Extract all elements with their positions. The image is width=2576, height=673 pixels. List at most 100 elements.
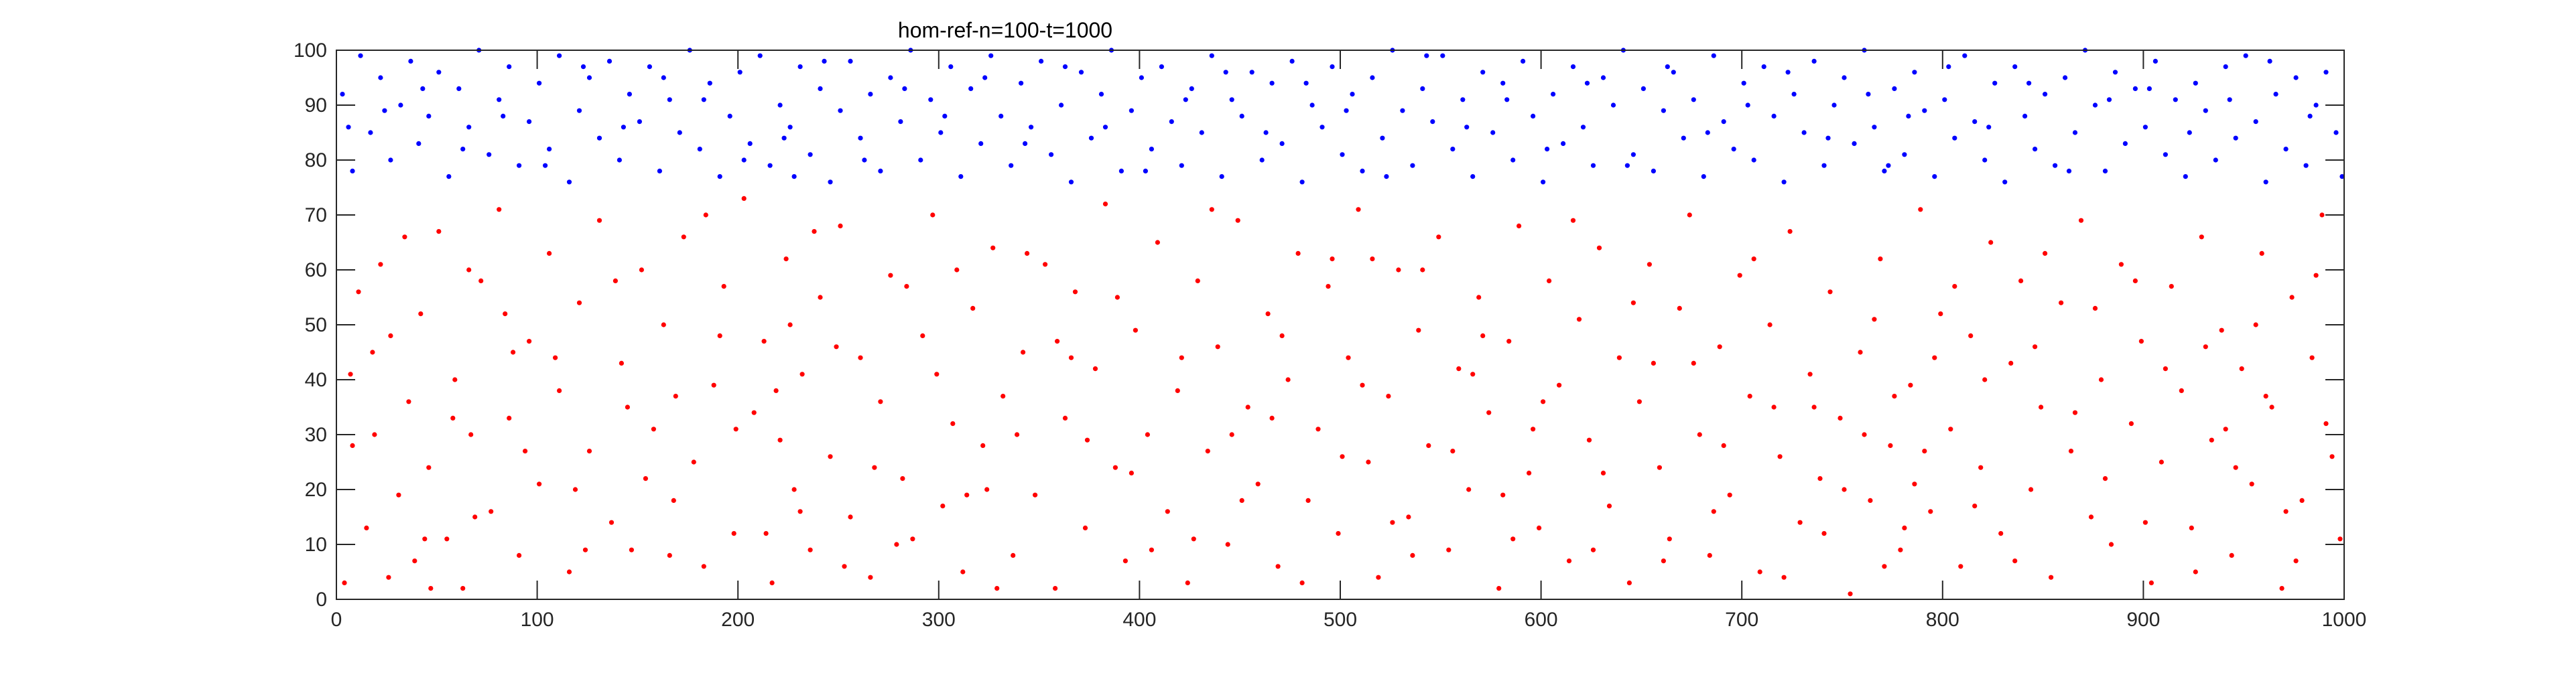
blue-data-point (1380, 135, 1385, 141)
blue-data-point (1209, 53, 1214, 58)
y-tick-label: 70 (305, 204, 327, 226)
red-data-point (799, 372, 805, 377)
blue-data-point (1842, 75, 1847, 80)
blue-data-point (818, 86, 823, 91)
blue-data-point (898, 119, 903, 125)
red-data-point (703, 212, 708, 218)
red-data-point (671, 498, 676, 504)
y-tick-label: 10 (305, 534, 327, 556)
blue-data-point (2307, 113, 2313, 119)
blue-data-point (1771, 113, 1777, 119)
blue-data-point (1902, 152, 1907, 157)
blue-data-point (2183, 174, 2188, 179)
red-data-point (1205, 449, 1210, 454)
red-data-point (1838, 415, 1843, 421)
blue-data-point (838, 108, 843, 113)
red-data-point (1015, 432, 1020, 437)
red-data-point (1606, 504, 1612, 509)
blue-data-point (1922, 108, 1927, 113)
red-data-point (2293, 558, 2299, 564)
blue-data-point (350, 168, 355, 173)
blue-data-point (2092, 102, 2098, 108)
blue-data-point (1541, 179, 1546, 185)
blue-data-point (2033, 147, 2038, 152)
blue-data-point (1825, 135, 1831, 141)
blue-data-point (677, 130, 682, 135)
red-data-point (1043, 262, 1048, 267)
red-data-point (1661, 558, 1666, 564)
red-data-point (960, 569, 966, 575)
blue-data-point (647, 64, 653, 70)
blue-data-point (2026, 80, 2032, 86)
blue-data-point (1982, 157, 1988, 163)
blue-data-point (727, 113, 732, 119)
red-data-point (625, 404, 631, 410)
red-data-point (1496, 586, 1502, 591)
red-data-point (1527, 470, 1532, 476)
blue-data-point (822, 58, 827, 64)
red-data-point (1576, 317, 1582, 322)
blue-data-point (1986, 125, 1992, 130)
red-data-point (812, 229, 817, 234)
blue-data-point (543, 163, 548, 168)
red-data-point (1797, 520, 1803, 525)
blue-data-point (1561, 141, 1566, 146)
red-data-point (1084, 437, 1090, 443)
blue-data-point (557, 53, 562, 58)
x-tick-label: 400 (1122, 609, 1156, 631)
red-data-point (2088, 514, 2094, 520)
blue-data-point (707, 80, 712, 86)
red-data-point (1697, 432, 1702, 437)
red-data-point (777, 437, 783, 443)
red-data-point (2072, 410, 2078, 415)
blue-data-point (1199, 130, 1204, 135)
blue-data-point (408, 58, 413, 64)
blue-data-point (2339, 174, 2345, 179)
red-data-point (1938, 311, 1943, 317)
blue-data-point (2253, 119, 2258, 125)
blue-data-point (2273, 92, 2278, 97)
red-data-point (364, 525, 369, 531)
red-data-point (1787, 229, 1793, 234)
red-data-point (1892, 394, 1897, 399)
y-tick-label: 50 (305, 314, 327, 336)
blue-data-point (1630, 152, 1636, 157)
red-data-point (1667, 536, 1672, 542)
blue-data-point (466, 125, 472, 130)
blue-data-point (1992, 80, 1998, 86)
blue-data-point (1159, 64, 1164, 70)
red-data-point (537, 481, 542, 487)
blue-data-point (2193, 80, 2198, 86)
blue-data-point (777, 102, 783, 108)
red-data-point (701, 564, 706, 569)
blue-data-point (1303, 80, 1309, 86)
red-data-point (1500, 492, 1506, 498)
blue-data-point (1259, 157, 1265, 163)
blue-data-point (1545, 147, 1550, 152)
red-data-point (2189, 525, 2194, 531)
red-data-point (1872, 317, 1877, 322)
blue-data-point (1179, 163, 1184, 168)
red-data-point (834, 344, 839, 350)
red-data-point (2233, 465, 2238, 470)
red-data-point (1737, 273, 1742, 278)
red-data-point (1541, 399, 1546, 404)
red-data-point (1767, 322, 1773, 327)
red-data-point (1711, 509, 1716, 514)
blue-data-point (1189, 86, 1194, 91)
blue-data-point (1019, 80, 1024, 86)
red-data-point (681, 234, 686, 240)
y-tick-label: 60 (305, 259, 327, 281)
red-data-point (797, 509, 803, 514)
blue-data-point (1143, 168, 1148, 173)
red-data-point (1721, 443, 1726, 449)
blue-data-point (1932, 174, 1937, 179)
blue-data-point (968, 86, 974, 91)
blue-data-point (918, 157, 923, 163)
blue-data-point (1590, 163, 1596, 168)
red-data-point (1025, 250, 1030, 256)
red-data-point (2012, 558, 2018, 564)
red-data-point (2028, 487, 2034, 492)
blue-data-point (1039, 58, 1044, 64)
blue-data-point (747, 141, 753, 146)
